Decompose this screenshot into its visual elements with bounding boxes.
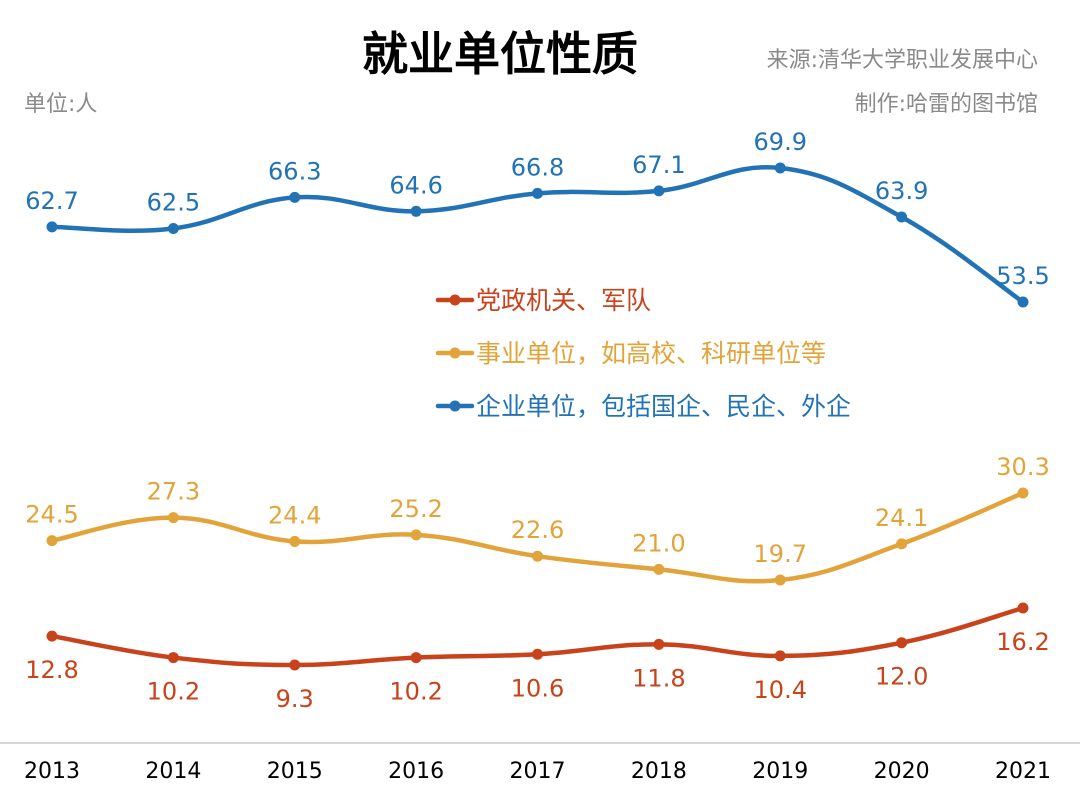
data-point (532, 648, 543, 660)
data-point (46, 535, 58, 547)
data-label: 24.1 (875, 504, 928, 532)
data-point (896, 211, 908, 223)
data-point (774, 574, 786, 586)
data-label: 62.5 (147, 188, 200, 216)
data-point (289, 191, 301, 203)
legend-item: 党政机关、军队 (435, 286, 651, 315)
data-label: 12.0 (875, 663, 928, 691)
data-point (289, 659, 301, 671)
chart-title: 就业单位性质 (362, 27, 638, 81)
data-label: 22.6 (511, 516, 564, 544)
x-tick-label: 2017 (510, 759, 566, 784)
x-tick-label: 2019 (752, 759, 808, 784)
data-point (653, 638, 665, 650)
legend-marker (449, 294, 461, 306)
data-label: 64.6 (389, 171, 442, 199)
data-label: 16.2 (996, 628, 1049, 656)
legend-label: 事业单位，如高校、科研单位等 (476, 339, 826, 368)
data-label: 12.8 (25, 656, 78, 684)
data-label: 10.2 (389, 678, 442, 706)
data-point (410, 205, 422, 217)
data-label: 10.4 (754, 676, 807, 704)
data-point (774, 162, 786, 174)
legend-marker (449, 400, 461, 412)
data-point (1017, 487, 1029, 499)
legend-item: 事业单位，如高校、科研单位等 (435, 339, 826, 368)
data-label: 30.3 (996, 453, 1049, 481)
data-label: 66.8 (511, 153, 564, 181)
data-labels: 12.8 10.2 9.3 10.2 10.6 11.8 10.4 12.0 16.2 24.5 2… (25, 128, 1049, 713)
x-tick-label: 2014 (145, 759, 201, 784)
data-point (774, 650, 786, 662)
data-label: 19.7 (754, 540, 807, 568)
x-tick-label: 2020 (874, 759, 930, 784)
data-point (532, 550, 543, 562)
data-point (46, 630, 58, 642)
series-1 (46, 487, 1029, 586)
data-point (46, 221, 58, 233)
legend-label: 党政机关、军队 (476, 286, 651, 315)
series-0 (46, 602, 1029, 671)
x-tick-label: 2013 (24, 759, 80, 784)
data-label: 9.3 (276, 685, 314, 713)
x-tick-label: 2016 (388, 759, 444, 784)
series-layer (46, 162, 1029, 671)
data-point (410, 529, 422, 541)
data-label: 21.0 (632, 529, 685, 557)
data-point (167, 512, 179, 524)
data-label: 25.2 (389, 495, 442, 523)
data-label: 10.2 (147, 678, 200, 706)
data-point (167, 222, 179, 234)
data-label: 10.6 (511, 674, 564, 702)
data-point (653, 563, 665, 575)
x-tick-label: 2018 (631, 759, 687, 784)
legend-label: 企业单位，包括国企、民企、外企 (476, 392, 851, 421)
data-point (1017, 602, 1029, 614)
data-label: 27.3 (147, 478, 200, 506)
data-label: 11.8 (632, 664, 685, 692)
data-point (167, 652, 179, 664)
x-axis: 2013 2014 2015 2016 2017 2018 2019 2020 2021 (0, 742, 1080, 784)
data-point (410, 652, 422, 664)
data-point (532, 187, 543, 199)
data-label: 24.4 (268, 501, 321, 529)
data-label: 24.5 (25, 501, 78, 529)
data-label: 69.9 (754, 128, 807, 156)
data-point (289, 535, 301, 547)
x-tick-label: 2021 (995, 759, 1051, 784)
source-note: 来源:清华大学职业发展中心 (766, 48, 1038, 73)
legend-marker (449, 347, 461, 359)
data-label: 62.7 (25, 187, 78, 215)
data-point (653, 185, 665, 197)
data-point (896, 637, 908, 649)
maker-note: 制作:哈雷的图书馆 (854, 92, 1038, 117)
data-label: 53.5 (996, 262, 1049, 290)
data-label: 63.9 (875, 177, 928, 205)
series-2 (46, 162, 1029, 308)
data-point (896, 538, 908, 550)
legend-item: 企业单位，包括国企、民企、外企 (435, 392, 851, 421)
x-tick-label: 2015 (267, 759, 323, 784)
data-label: 66.3 (268, 157, 321, 185)
data-label: 67.1 (632, 151, 685, 179)
data-point (1017, 296, 1029, 308)
unit-note: 单位:人 (24, 92, 98, 117)
